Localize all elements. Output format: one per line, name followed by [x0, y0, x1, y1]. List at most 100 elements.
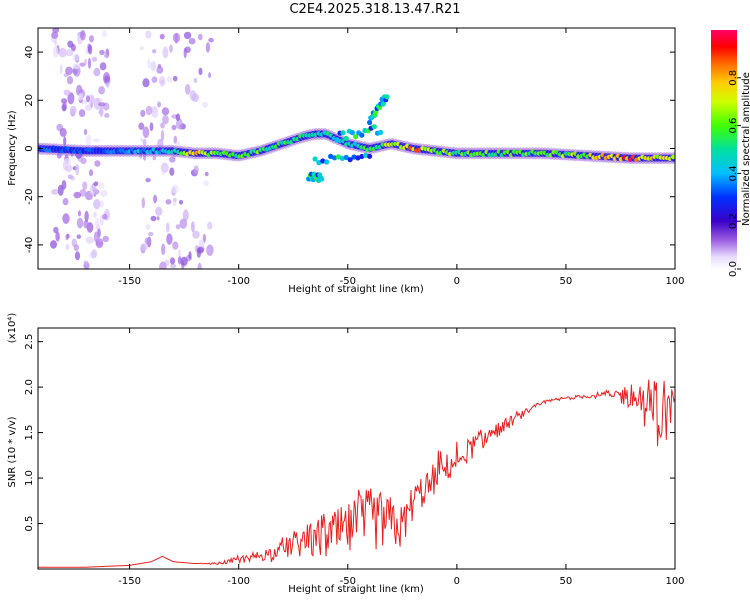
- x-tick-label: -100: [227, 576, 250, 587]
- x-tick-label: 50: [560, 576, 573, 587]
- noise-speckle: [197, 33, 203, 41]
- noise-speckle: [65, 243, 70, 250]
- noise-speckle: [196, 248, 201, 258]
- noise-speckle: [161, 243, 166, 256]
- noise-speckle: [72, 63, 81, 70]
- noise-speckle: [62, 213, 70, 225]
- noise-speckle: [191, 221, 195, 233]
- noise-speckle: [139, 46, 144, 51]
- noise-speckle: [83, 128, 88, 136]
- branch-mark: [328, 153, 334, 159]
- noise-speckle: [157, 101, 162, 108]
- snr-panel: -150 -100 -50 0 50 100 0.5 1.0 1.5 2.0 2.5 Height …: [7, 313, 685, 595]
- noise-speckle: [104, 76, 110, 82]
- noise-speckle: [92, 138, 100, 143]
- noise-speckle: [162, 46, 169, 59]
- x-tick-label: 0: [454, 576, 460, 587]
- colorbar-label: Normalized spectral amplitude: [741, 72, 750, 226]
- noise-speckle: [208, 37, 214, 43]
- noise-speckle: [166, 222, 170, 233]
- noise-speckle: [85, 236, 94, 244]
- branch-mark: [347, 157, 353, 163]
- noise-speckle: [78, 109, 86, 118]
- branch-mark: [377, 129, 384, 136]
- noise-speckle: [188, 38, 196, 45]
- noise-speckle: [172, 75, 178, 82]
- noise-speckle: [84, 210, 89, 222]
- noise-speckle: [180, 256, 188, 266]
- noise-speckle: [87, 57, 92, 69]
- noise-speckle: [149, 122, 154, 132]
- noise-speckle: [152, 156, 157, 161]
- noise-speckle: [83, 220, 89, 229]
- snr-scale-label: (x10⁴): [7, 313, 18, 344]
- branch-mark: [355, 155, 361, 161]
- noise-speckle: [61, 180, 67, 190]
- noise-speckle: [93, 67, 101, 77]
- branch-mark: [312, 156, 318, 162]
- branch-mark: [373, 109, 379, 115]
- branch-mark: [335, 154, 341, 160]
- noise-speckle: [82, 181, 88, 191]
- branch-mark: [319, 176, 325, 182]
- y-tick-label: 2.5: [24, 334, 35, 350]
- noise-speckle: [67, 92, 75, 105]
- noise-speckle: [175, 113, 181, 121]
- noise-speckle: [98, 182, 105, 190]
- noise-speckle: [159, 261, 167, 269]
- noise-speckle: [183, 47, 187, 59]
- branch-mark: [359, 153, 365, 160]
- noise-speckle: [175, 141, 181, 146]
- noise-speckle: [188, 251, 192, 259]
- noise-speckle: [160, 129, 165, 142]
- noise-speckle: [99, 105, 104, 117]
- x-tick-label: -50: [340, 276, 356, 287]
- noise-speckle: [73, 191, 82, 199]
- noise-speckle: [105, 82, 110, 88]
- branch-mark: [363, 152, 369, 158]
- noise-speckle: [166, 233, 173, 245]
- noise-speckle: [142, 138, 147, 146]
- noise-speckle: [204, 171, 209, 177]
- colorbar-tick-label: 0.2: [728, 213, 739, 229]
- noise-speckle: [95, 238, 104, 249]
- noise-speckle: [140, 243, 149, 251]
- noise-speckle: [171, 124, 177, 131]
- noise-speckle: [145, 223, 151, 231]
- spectrogram-y-label: Frequency (Hz): [7, 110, 18, 186]
- noise-speckle: [202, 101, 208, 108]
- noise-speckle: [171, 184, 179, 194]
- noise-speckle: [51, 188, 59, 195]
- noise-speckle: [93, 181, 99, 187]
- noise-speckle: [179, 218, 188, 229]
- noise-speckle: [193, 165, 199, 175]
- noise-speckle: [156, 66, 164, 74]
- noise-speckle: [152, 49, 157, 54]
- noise-speckle: [184, 83, 191, 95]
- spectrogram-x-label: Height of straight line (km): [288, 284, 424, 295]
- colorbar-tick-label: 0.4: [728, 165, 739, 181]
- ridge-core: [670, 154, 675, 160]
- noise-speckle: [203, 180, 209, 187]
- branch-mark: [367, 119, 373, 126]
- noise-speckle: [58, 47, 67, 58]
- snr-x-label: Height of straight line (km): [288, 584, 424, 595]
- noise-speckle: [74, 251, 81, 261]
- noise-speckle: [79, 189, 87, 197]
- noise-speckle: [88, 169, 94, 177]
- noise-speckle: [151, 76, 158, 83]
- noise-speckle: [79, 62, 86, 67]
- branch-mark: [384, 94, 390, 100]
- x-tick-label: 100: [665, 576, 684, 587]
- noise-speckle: [72, 53, 80, 62]
- y-tick-label: 1.5: [24, 425, 35, 441]
- branch-mark: [340, 130, 346, 136]
- noise-speckle: [172, 241, 179, 250]
- noise-speckle: [98, 86, 105, 95]
- branch-mark: [320, 158, 326, 164]
- noise-speckle: [55, 231, 60, 242]
- noise-speckle: [90, 102, 94, 108]
- colorbar-tick-label: 0.6: [728, 118, 739, 134]
- x-tick-label: 0: [454, 276, 460, 287]
